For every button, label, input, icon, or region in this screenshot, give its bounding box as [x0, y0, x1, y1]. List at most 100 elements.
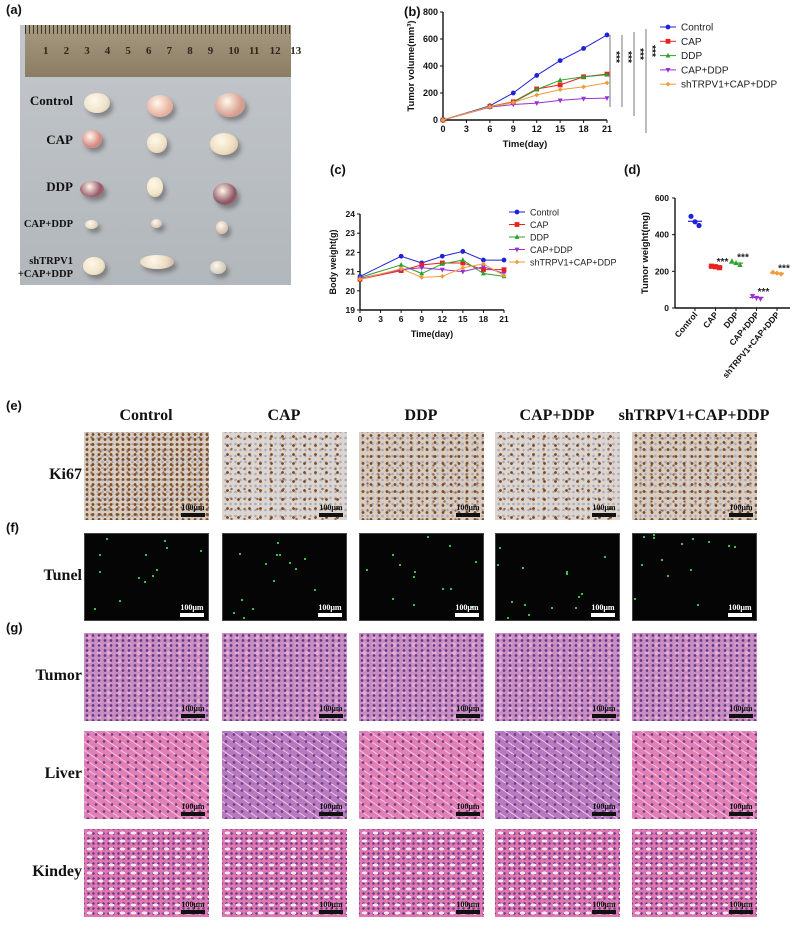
scale-bar-label: 100μm: [456, 900, 480, 909]
scale-bar-line: [728, 613, 752, 617]
data-point-DDP: [737, 261, 743, 268]
scale-bar: 100μm: [456, 802, 480, 816]
panel-label-g: (g): [6, 620, 23, 635]
tunel-positive-cell: [106, 538, 109, 541]
tunel-positive-cell: [94, 607, 97, 610]
tunel-positive-cell: [575, 607, 578, 610]
scale-bar-label: 100μm: [592, 802, 616, 811]
tunel-positive-cell: [642, 535, 645, 538]
column-header: CAP+DDP: [519, 407, 595, 424]
x-tick-label: 15: [555, 124, 565, 134]
tunel-positive-cell: [414, 570, 417, 573]
data-point-shTRPV1+CAP+DDP: [778, 271, 784, 277]
tunel-positive-cell: [449, 587, 452, 590]
y-axis-label: Tumor volume(mm³): [406, 20, 417, 111]
tunel-positive-cell: [660, 558, 663, 561]
tunel-positive-cell: [119, 599, 122, 602]
tumor-specimen: [151, 219, 162, 228]
data-point-CAP: [712, 264, 719, 270]
tunel-positive-cell: [653, 537, 656, 540]
scale-bar: 100μm: [319, 802, 343, 816]
row-label-tumor: Tumor: [35, 667, 82, 684]
column-header: Control: [119, 407, 173, 424]
data-point-Control: [439, 253, 445, 259]
scale-bar-line: [181, 513, 205, 517]
y-tick-label: 0: [433, 115, 438, 125]
micrograph-kindey-DDP: 100μm: [359, 829, 484, 917]
scale-bar-line: [180, 613, 204, 617]
tunel-positive-cell: [707, 541, 710, 544]
micrograph-tumor-shTRPV1+CAP+DDP: 100μm: [632, 633, 757, 721]
scale-bar: 100μm: [181, 704, 205, 718]
ruler-number: 13: [290, 45, 302, 57]
tunel-positive-cell: [566, 571, 569, 574]
tunel-positive-cell: [426, 536, 429, 539]
ruler-number: 12: [269, 45, 281, 57]
scale-bar-line: [456, 513, 480, 517]
data-point-Control: [696, 222, 702, 229]
ruler-number: 1: [43, 45, 49, 57]
scale-bar-line: [456, 812, 480, 816]
legend-marker: [514, 209, 520, 215]
data-point-shTRPV1+CAP+DDP: [419, 274, 425, 280]
tunel-positive-cell: [391, 553, 394, 556]
significance-stars: ***: [717, 257, 729, 268]
micrograph-kindey-shTRPV1+CAP+DDP: 100μm: [632, 829, 757, 917]
tunel-positive-cell: [279, 553, 282, 556]
row-label-kindey: Kindey: [32, 863, 82, 880]
column-header: shTRPV1+CAP+DDP: [618, 407, 770, 424]
micrograph-kindey-Control: 100μm: [84, 829, 209, 917]
data-point-Control: [604, 32, 610, 38]
tunel-positive-cell: [681, 543, 684, 546]
tumor-specimen: [213, 183, 237, 205]
data-point-Control: [460, 249, 466, 254]
scale-bar-label: 100μm: [319, 503, 343, 512]
scale-bar-label: 100μm: [319, 900, 343, 909]
tunel-positive-cell: [734, 546, 737, 549]
x-tick-label: 9: [511, 124, 516, 134]
data-point-DDP: [460, 257, 466, 262]
y-tick-label: 21: [346, 267, 356, 277]
y-tick-label: 400: [655, 230, 669, 240]
scale-bar-label: 100μm: [729, 900, 753, 909]
data-point-CAP+DDP: [749, 293, 756, 300]
tunel-positive-cell: [277, 541, 280, 544]
data-point-shTRPV1+CAP+DDP: [439, 274, 445, 279]
scale-bar-label: 100μm: [728, 603, 752, 612]
scale-bar-label: 100μm: [181, 802, 205, 811]
micrograph-kindey-CAP+DDP: 100μm: [495, 829, 620, 917]
tunel-positive-cell: [273, 580, 276, 583]
data-point-CAP: [460, 260, 466, 266]
data-point-CAP: [557, 82, 563, 88]
scale-bar-label: 100μm: [181, 704, 205, 713]
tunel-positive-cell: [165, 547, 168, 550]
scale-bar: 100μm: [456, 503, 480, 517]
legend-marker: [514, 222, 520, 227]
scale-bar-line: [592, 714, 616, 718]
x-tick-label: 21: [499, 314, 509, 324]
x-axis-label: Time(day): [503, 139, 548, 150]
scale-bar: 100μm: [729, 503, 753, 517]
scale-bar: 100μm: [455, 603, 479, 617]
tunel-positive-cell: [143, 581, 146, 584]
scale-bar-line: [319, 714, 343, 718]
scale-bar: 100μm: [456, 900, 480, 914]
tunel-positive-cell: [138, 576, 141, 579]
data-point-shTRPV1+CAP+DDP: [398, 266, 404, 272]
data-point-CAP: [419, 262, 425, 268]
data-point-DDP: [534, 86, 540, 92]
ruler-number: 10: [228, 45, 240, 57]
data-point-Control: [501, 257, 507, 263]
legend-marker: [665, 68, 671, 73]
legend-marker: [665, 52, 671, 58]
tunel-positive-cell: [365, 568, 368, 571]
data-point-CAP+DDP: [757, 296, 764, 302]
scale-bar: 100μm: [591, 603, 615, 617]
legend-label: Control: [681, 23, 713, 34]
scale-bar: 100μm: [729, 900, 753, 914]
scale-bar-line: [319, 910, 343, 914]
scale-bar-label: 100μm: [729, 704, 753, 713]
data-point-CAP+DDP: [481, 264, 486, 270]
row-label-tunel: Tunel: [43, 567, 82, 584]
micrograph-liver-CAP: 100μm: [222, 731, 347, 819]
